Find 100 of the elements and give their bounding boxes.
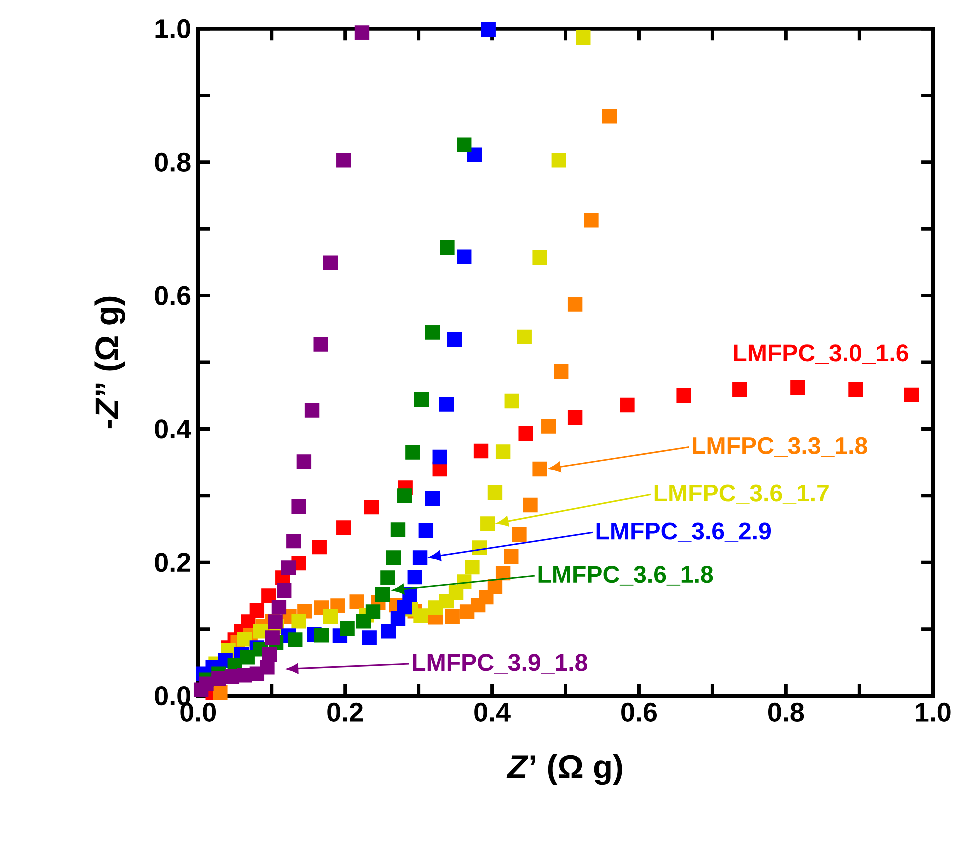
- point: [467, 148, 482, 162]
- point: [323, 609, 338, 624]
- point: [292, 499, 306, 514]
- point: [213, 685, 228, 700]
- point: [576, 30, 591, 46]
- point: [312, 540, 327, 555]
- point: [457, 138, 472, 152]
- y-tick-label: 1.0: [156, 19, 190, 39]
- point: [336, 520, 352, 536]
- point: [480, 516, 496, 532]
- point: [732, 382, 748, 398]
- legend-label: LMFPC_3.9_1.8: [413, 654, 588, 674]
- point: [425, 491, 440, 506]
- point: [323, 256, 338, 271]
- point: [272, 600, 287, 615]
- point: [504, 394, 520, 409]
- point: [602, 109, 618, 124]
- point: [496, 444, 511, 460]
- text: LMFPC_3.3_1.8: [693, 437, 868, 458]
- point: [414, 392, 430, 408]
- point: [314, 628, 330, 643]
- y-tick-label: 0.6: [155, 286, 191, 306]
- point: [790, 380, 806, 396]
- point: [366, 604, 381, 620]
- point: [488, 485, 503, 500]
- text: LMFPC_3.6_2.9: [596, 522, 772, 543]
- point: [265, 630, 280, 646]
- x-tick-label: 0.8: [768, 702, 804, 722]
- x-tick-label: 0.6: [622, 702, 657, 722]
- point: [250, 603, 265, 618]
- point: [340, 621, 355, 636]
- point: [408, 570, 422, 585]
- point: [474, 444, 489, 459]
- point: [517, 330, 532, 345]
- point: [268, 614, 283, 630]
- point: [568, 297, 583, 312]
- point: [465, 560, 480, 575]
- point: [425, 325, 440, 340]
- point: [240, 650, 255, 665]
- y-tick-label: 0.2: [155, 553, 191, 572]
- point: [512, 527, 527, 542]
- point: [584, 213, 599, 228]
- point: [552, 153, 566, 168]
- point: [390, 522, 406, 538]
- point: [381, 624, 396, 639]
- point: [445, 609, 460, 624]
- point: [532, 250, 548, 266]
- point: [386, 550, 402, 566]
- point: [292, 614, 306, 629]
- point: [523, 498, 538, 513]
- series-label: LMFPC_3.0_1.6: [734, 344, 908, 364]
- point: [432, 450, 448, 465]
- point: [362, 630, 377, 646]
- point: [277, 583, 292, 598]
- point: [281, 560, 296, 576]
- point: [262, 588, 276, 604]
- point: [676, 388, 692, 404]
- point: [504, 549, 519, 564]
- y-tick-label: 0.8: [155, 152, 191, 172]
- point: [288, 632, 303, 648]
- point: [440, 240, 455, 256]
- point: [412, 550, 428, 566]
- point: [418, 523, 434, 538]
- point: [457, 250, 472, 265]
- point: [904, 388, 920, 403]
- point: [304, 403, 320, 418]
- point: [350, 594, 364, 610]
- point: [354, 26, 370, 40]
- x-tick-label: 1.0: [916, 702, 951, 722]
- point: [542, 419, 556, 434]
- point: [568, 410, 583, 426]
- point: [479, 590, 494, 605]
- point: [554, 364, 569, 380]
- y-tick-label: 0.4: [155, 420, 192, 439]
- text: LMFPC_3.6_1.7: [654, 484, 829, 505]
- point: [398, 488, 412, 504]
- point: [481, 22, 496, 38]
- point: [380, 570, 396, 586]
- point: [620, 398, 635, 413]
- point: [364, 500, 380, 515]
- y-axis-title: -Z” (Ω g): [94, 296, 126, 429]
- point: [406, 445, 420, 460]
- point: [848, 382, 864, 398]
- x-tick-label: 0.2: [328, 702, 364, 722]
- text: LMFPC_3.6_1.8: [538, 566, 714, 586]
- point: [336, 153, 352, 168]
- point: [237, 632, 252, 647]
- point: [296, 454, 312, 470]
- point: [447, 332, 462, 348]
- point: [375, 587, 390, 602]
- point: [262, 647, 278, 662]
- point: [286, 534, 302, 549]
- point: [439, 397, 454, 412]
- x-tick-label: 0.4: [474, 702, 511, 722]
- point: [414, 608, 428, 624]
- x-axis-title: Z’ (Ω g): [506, 754, 622, 786]
- point: [199, 676, 214, 692]
- point: [518, 426, 534, 442]
- point: [212, 671, 226, 686]
- point: [532, 462, 548, 477]
